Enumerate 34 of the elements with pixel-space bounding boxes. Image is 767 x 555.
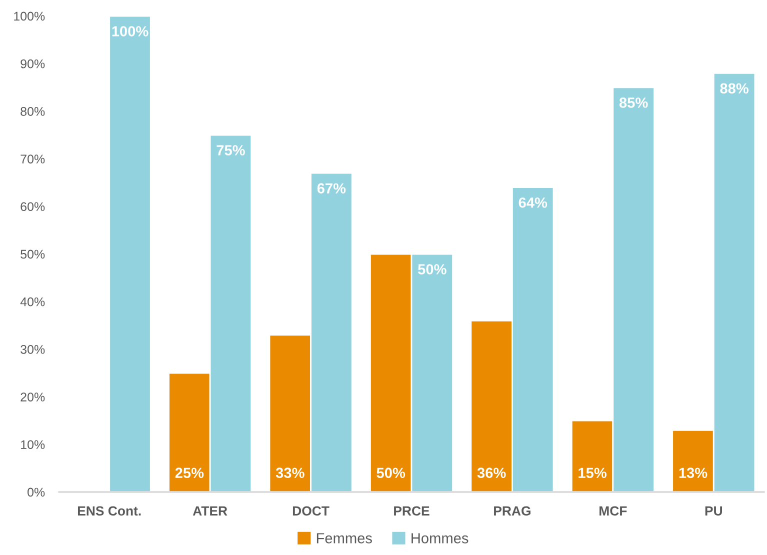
legend-label: Hommes — [412, 533, 468, 544]
y-tick-label: 0% — [28, 488, 45, 497]
data-label: 67% — [317, 183, 346, 194]
x-tick-label: DOCT — [292, 506, 330, 516]
y-tick-label: 100% — [14, 12, 45, 21]
y-tick-label: 30% — [20, 345, 45, 354]
data-label: 50% — [418, 264, 446, 274]
x-tick-label: MCF — [600, 506, 627, 516]
data-label: 100% — [112, 26, 148, 36]
data-label: 15% — [578, 468, 606, 478]
x-tick-label: ENS Cont. — [78, 506, 141, 516]
y-tick-label: 10% — [21, 440, 45, 450]
data-label: 75% — [216, 145, 245, 156]
y-tick-label: 60% — [20, 202, 45, 212]
x-tick-label: ATER — [192, 506, 228, 516]
x-tick-label: PRAG — [494, 506, 530, 516]
y-tick-label: 70% — [20, 154, 45, 164]
data-label: 36% — [477, 468, 506, 478]
y-tick-label: 40% — [20, 297, 45, 306]
data-label: 25% — [175, 468, 204, 478]
data-label: 50% — [376, 468, 406, 478]
y-tick-label: 80% — [20, 107, 45, 116]
x-tick-label: PU — [705, 506, 722, 516]
data-label: 64% — [518, 197, 548, 208]
data-label: 13% — [679, 468, 708, 478]
bar — [108, 16, 152, 492]
data-label: 33% — [276, 468, 304, 478]
y-tick-label: 90% — [20, 59, 45, 68]
data-label: 88% — [720, 83, 748, 94]
y-tick-label: 20% — [20, 392, 45, 402]
y-tick-label: 50% — [20, 250, 45, 259]
x-tick-label: PRCE — [394, 506, 430, 516]
legend-label: Femmes — [316, 533, 372, 544]
data-label: 85% — [619, 98, 648, 108]
